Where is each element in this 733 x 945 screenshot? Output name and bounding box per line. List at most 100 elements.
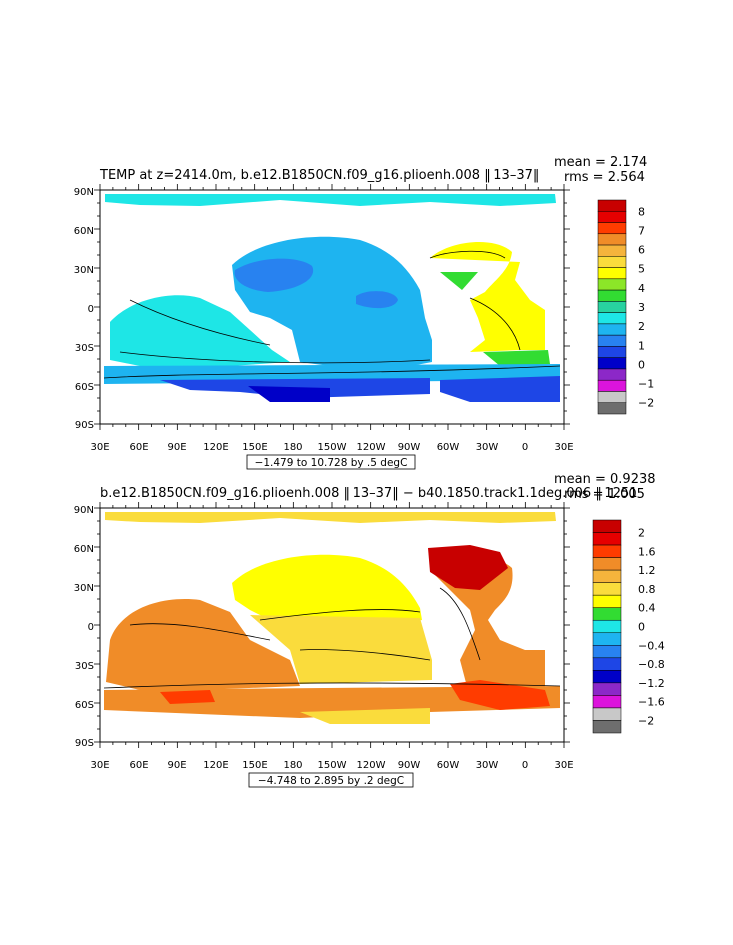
panel-2-map [100, 508, 564, 742]
colorbar-label: 5 [638, 263, 645, 276]
colorbar-swatch [592, 682, 622, 696]
colorbar-label: −1 [638, 378, 654, 391]
panel-1-range-label: −1.479 to 10.728 by .5 degC [255, 457, 408, 469]
panel-1-lat-axis: 90N 60N 30N 0 30S 60S 90S [74, 187, 94, 431]
colorbar-swatch [597, 289, 627, 302]
lon-label: 60W [437, 760, 460, 771]
colorbar-label: 0 [638, 621, 645, 634]
panel-1-colorbar: 8 7 6 5 4 3 2 1 0 −1 −2 [597, 199, 654, 415]
colorbar-label: 0.4 [638, 602, 656, 615]
map-region [440, 376, 560, 402]
colorbar-swatch [597, 301, 627, 313]
colorbar-label: −0.4 [638, 639, 665, 652]
colorbar-swatch [597, 199, 627, 212]
colorbar-swatch [597, 334, 627, 347]
panel-1: TEMP at z=2414.0m, b.e12.B1850CN.f09_g16… [74, 155, 654, 470]
colorbar-swatch [592, 720, 622, 734]
colorbar-swatch [597, 267, 627, 280]
map-region [440, 272, 478, 290]
panel-1-rms: rms = 2.564 [564, 170, 645, 185]
colorbar-swatch [592, 707, 622, 721]
colorbar-swatch [592, 619, 622, 634]
colorbar-label: 2 [638, 527, 645, 540]
map-region [248, 386, 330, 402]
map-region [430, 557, 545, 700]
lon-label: 90W [398, 760, 421, 771]
lon-label: 60W [437, 442, 460, 453]
colorbar-swatch [592, 594, 622, 608]
panel-2-colorbar: 2 1.6 1.2 0.8 0.4 0 −0.4 −0.8 −1.2 −1.6 −2 [592, 519, 665, 734]
panel-2-lat-axis: 90N 60N 30N 0 30S 60S 90S [74, 505, 94, 749]
panel-1-title: TEMP at z=2414.0m, b.e12.B1850CN.f09_g16… [99, 168, 539, 183]
lat-label: 60S [75, 382, 94, 393]
panel-2-range-box [248, 772, 414, 788]
colorbar-label: 1 [638, 339, 645, 352]
colorbar-swatch [597, 211, 627, 223]
colorbar-swatch [597, 323, 627, 336]
lon-label: 180 [283, 442, 302, 453]
map-region [105, 512, 556, 523]
panel-1-mean: mean = 2.174 [554, 155, 647, 170]
colorbar-swatch [597, 312, 627, 325]
panel-2-lon-axis: 30E 60E 90E 120E 150E 180 150W 120W 90W … [90, 760, 573, 771]
map-region [106, 599, 300, 690]
colorbar-swatch [597, 379, 627, 392]
lon-label: 60E [129, 760, 148, 771]
colorbar-swatch [592, 569, 622, 583]
lat-label: 30N [74, 265, 94, 276]
lon-label: 120E [203, 442, 228, 453]
map-region [160, 690, 215, 704]
colorbar-swatch [597, 233, 627, 246]
lon-label: 150W [318, 442, 347, 453]
colorbar-swatch [592, 557, 622, 571]
panel-2-range-label: −4.748 to 2.895 by .2 degC [258, 775, 404, 787]
colorbar-swatch [592, 532, 622, 546]
colorbar-swatch [592, 544, 622, 558]
lat-label: 30S [75, 343, 94, 354]
lon-label: 30W [476, 760, 499, 771]
lon-label: 120W [357, 760, 386, 771]
lon-label: 30E [554, 760, 573, 771]
colorbar-label: 0 [638, 358, 645, 371]
lat-label: 0 [88, 304, 94, 315]
map-region [450, 680, 550, 710]
map-region [104, 364, 560, 384]
lat-label: 90N [74, 187, 94, 198]
colorbar-label: 1.2 [638, 564, 656, 577]
lat-label: 60S [75, 700, 94, 711]
lon-label: 30W [476, 442, 499, 453]
colorbar-swatch [592, 607, 622, 621]
lat-label: 30N [74, 583, 94, 594]
lon-label: 150W [318, 760, 347, 771]
lat-label: 90S [75, 420, 94, 431]
panel-1-range-box [246, 454, 416, 470]
lat-label: 60N [74, 544, 94, 555]
lat-label: 90N [74, 505, 94, 516]
colorbar-swatch [592, 695, 622, 709]
colorbar-swatch [597, 256, 627, 268]
panel-2-mean: mean = 0.9238 [554, 472, 656, 487]
colorbar-label: 0.8 [638, 583, 656, 596]
map-region [110, 295, 290, 368]
map-ticks [94, 184, 570, 748]
map-region [105, 194, 556, 206]
colorbar-swatch [592, 632, 622, 646]
lon-label: 30E [554, 442, 573, 453]
colorbar-label: −1.6 [638, 696, 665, 709]
lon-label: 30E [90, 442, 109, 453]
colorbar-swatch [597, 244, 627, 257]
colorbar-label: −1.2 [638, 677, 665, 690]
colorbar-label: 3 [638, 301, 645, 314]
colorbar-swatch [592, 657, 622, 671]
map-region [104, 686, 560, 718]
lon-label: 120W [357, 442, 386, 453]
lon-label: 180 [283, 760, 302, 771]
colorbar-swatch [597, 278, 627, 291]
map-region [250, 615, 432, 684]
lon-label: 0 [522, 442, 528, 453]
map-region [300, 708, 430, 724]
lon-label: 60E [129, 442, 148, 453]
map-region [483, 350, 550, 366]
colorbar-swatch [592, 519, 622, 533]
